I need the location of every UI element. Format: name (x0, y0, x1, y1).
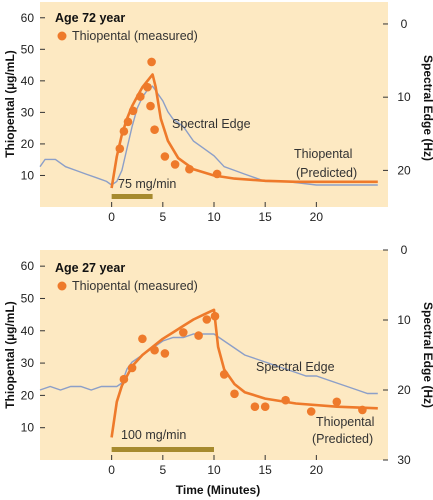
measured-point (281, 395, 290, 405)
predicted-label-line1: Thiopental (316, 415, 374, 429)
measured-point (128, 106, 138, 116)
measured-point (119, 374, 129, 384)
measured-point (115, 144, 125, 153)
x-tick-label: 0 (108, 210, 115, 224)
y2-tick-label: 10 (397, 90, 411, 104)
y2-tick-label: 10 (397, 313, 411, 327)
measured-point (260, 402, 270, 412)
measured-point (160, 349, 170, 358)
x-tick-label: 15 (258, 463, 272, 477)
y-tick-label: 30 (21, 105, 35, 119)
y-tick-label: 10 (21, 421, 35, 435)
measured-point (150, 345, 159, 355)
measured-point (136, 92, 145, 101)
predicted-thiopental-line (110, 73, 378, 189)
infusion-bar (111, 194, 153, 199)
tick-marks (40, 17, 388, 207)
measured-point (185, 164, 194, 174)
y-tick-labels: 10 20 30 40 50 60 (21, 259, 35, 435)
panel-title: Age 72 year (55, 11, 125, 25)
x-tick-label: 20 (310, 463, 324, 477)
y2-tick-label: 0 (401, 17, 408, 31)
y-tick-label: 40 (21, 74, 35, 88)
measured-point (119, 127, 129, 136)
y2-tick-label: 0 (401, 243, 408, 257)
y2-axis-label: Spectral Edge (Hz) (421, 302, 433, 408)
x-tick-label: 0 (108, 463, 115, 477)
y2-axis-label: Spectral Edge (Hz) (421, 55, 433, 161)
legend-label-measured: Thiopental (measured) (72, 29, 198, 43)
measured-point (170, 160, 180, 169)
measured-point (250, 402, 260, 412)
measured-point (210, 311, 220, 321)
measured-point (230, 389, 239, 399)
y2-tick-labels: 0 10 20 (397, 17, 411, 177)
legend-marker (57, 281, 67, 291)
panel-age-27: 0 5 10 15 20 10 20 30 40 50 60 0 10 20 30 Age 27 yea… (3, 243, 433, 477)
measured-point (147, 57, 156, 67)
measured-point (202, 315, 212, 324)
measured-point (194, 331, 203, 340)
x-tick-label: 5 (159, 210, 166, 224)
measured-point (332, 397, 342, 407)
y-tick-label: 60 (21, 11, 35, 25)
measured-point (123, 117, 133, 127)
y-tick-label: 20 (21, 388, 35, 402)
measured-point (160, 152, 170, 161)
measured-points (115, 57, 222, 179)
measured-point (150, 125, 159, 134)
y-tick-label: 10 (21, 168, 35, 182)
measured-point (127, 363, 137, 373)
y2-tick-label: 20 (397, 383, 411, 397)
y-tick-label: 50 (21, 42, 35, 56)
predicted-label-line1: Thiopental (294, 147, 352, 161)
predicted-label-line2: (Predicted) (296, 166, 357, 180)
infusion-label: 100 mg/min (121, 428, 186, 442)
panel-title: Age 27 year (55, 261, 125, 275)
spectral-edge-label: Spectral Edge (256, 360, 335, 374)
legend-label-measured: Thiopental (measured) (72, 279, 198, 293)
x-tick-label: 5 (159, 463, 166, 477)
measured-points (119, 311, 367, 416)
y2-tick-labels: 0 10 20 30 (397, 243, 411, 467)
measured-point (358, 405, 367, 415)
y-axis-label: Thiopental (µg/mL) (3, 50, 17, 158)
plot-background (40, 250, 388, 460)
x-tick-label: 20 (310, 210, 324, 224)
y-tick-label: 50 (21, 291, 35, 305)
measured-point (212, 169, 222, 179)
y-axis-label: Thiopental (µg/mL) (3, 301, 17, 409)
x-tick-label: 10 (207, 463, 221, 477)
spectral-edge-label: Spectral Edge (172, 117, 251, 131)
measured-point (143, 82, 152, 92)
x-tick-labels: 0 5 10 15 20 (108, 463, 323, 477)
y-tick-label: 30 (21, 356, 35, 370)
y2-tick-label: 20 (397, 163, 411, 177)
measured-point (138, 334, 147, 344)
x-tick-label: 15 (258, 210, 272, 224)
measured-point (306, 407, 316, 416)
measured-point (146, 101, 155, 111)
y-tick-label: 60 (21, 259, 35, 273)
x-tick-label: 10 (207, 210, 221, 224)
x-axis-label: Time (Minutes) (176, 483, 260, 497)
legend-marker (57, 31, 67, 41)
y-tick-label: 20 (21, 137, 35, 151)
y2-tick-label: 30 (397, 453, 411, 467)
y-tick-labels: 10 20 30 40 50 60 (21, 11, 35, 183)
x-tick-labels: 0 5 10 15 20 (108, 210, 323, 224)
y-tick-label: 40 (21, 324, 35, 338)
measured-point (219, 370, 229, 379)
infusion-bar (111, 447, 214, 452)
predicted-label-line2: (Predicted) (312, 432, 373, 446)
infusion-label: 75 mg/min (118, 177, 176, 191)
tick-marks (40, 249, 388, 461)
measured-point (179, 328, 188, 337)
